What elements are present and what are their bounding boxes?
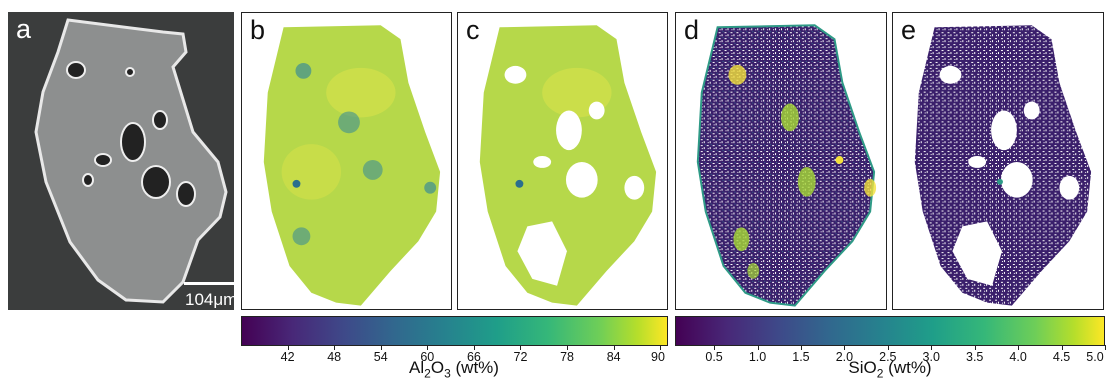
scale-bar-label: 104μm	[185, 290, 234, 309]
sio2-tick-label: 1.5	[792, 350, 810, 364]
panel-a-sem-image: a 104μm	[8, 12, 234, 310]
sio2-tick-mark	[1105, 345, 1106, 350]
sio2-colorbar-ticks: 0.5 1.0 1.5 2.0 2.5 3.0 3.5 4.0 4.5 5.0	[675, 345, 1106, 366]
al2o3-tick-label: 60	[420, 350, 435, 364]
sio2-tick-label: 5.0	[1086, 350, 1104, 364]
al2o3-tick-mark	[520, 345, 522, 350]
sio2-tick-mark	[714, 345, 716, 350]
sio2-tick-label: 2.5	[879, 350, 897, 364]
al2o3-tick-label: 84	[606, 350, 621, 364]
panel-c-al2o3-map-masked: c	[457, 12, 668, 310]
al2o3-colorbar	[241, 316, 668, 346]
sio2-tick-label: 0.5	[705, 350, 723, 364]
sio2-tick-label: 4.5	[1052, 350, 1071, 364]
sio2-tick-label: 2.0	[835, 350, 854, 364]
al2o3-masked-graphic	[479, 25, 657, 306]
sio2-map-graphic	[696, 24, 877, 307]
al2o3-tick-label: 48	[327, 350, 342, 364]
sio2-tick-mark	[931, 345, 933, 350]
sio2-tick-mark	[887, 345, 889, 350]
sio2-tick-mark	[1061, 345, 1063, 350]
al2o3-tick-mark	[287, 345, 289, 350]
sem-grain-graphic	[34, 18, 228, 304]
al2o3-tick-label: 72	[513, 350, 528, 364]
al2o3-tick-mark	[380, 345, 382, 350]
sio2-tick-mark	[1018, 345, 1020, 350]
al2o3-tick-mark	[427, 345, 429, 350]
sio2-tick-mark	[974, 345, 976, 350]
al2o3-colorbar-label: Al2O3 (wt%)	[409, 358, 499, 381]
al2o3-tick-label: 90	[651, 350, 665, 364]
al2o3-map-graphic	[263, 25, 441, 306]
scale-bar	[184, 282, 234, 285]
al2o3-tick-label: 42	[280, 350, 295, 364]
sio2-tick-mark	[844, 345, 846, 350]
sio2-masked-graphic	[914, 25, 1092, 306]
al2o3-tick-label: 54	[373, 350, 388, 364]
panel-e-sio2-map-masked: e	[892, 12, 1104, 310]
sio2-tick-label: 1.0	[748, 350, 767, 364]
al2o3-tick-mark	[567, 345, 569, 350]
al2o3-tick-mark	[473, 345, 475, 350]
panel-c-label: c	[466, 15, 480, 45]
sio2-tick-label: 4.0	[1009, 350, 1027, 364]
sio2-tick-label: 3.0	[922, 350, 940, 364]
sio2-tick-mark	[800, 345, 802, 350]
sio2-colorbar-label: SiO2 (wt%)	[848, 358, 932, 381]
panel-b-al2o3-map: b	[241, 12, 452, 310]
panel-b-label: b	[250, 15, 266, 45]
panel-d-sio2-map: d	[675, 12, 887, 310]
sio2-tick-label: 3.5	[965, 350, 984, 364]
panel-e-label: e	[901, 15, 917, 45]
al2o3-tick-mark	[660, 345, 662, 350]
sio2-tick-mark	[757, 345, 759, 350]
al2o3-tick-mark	[334, 345, 336, 350]
al2o3-tick-label: 78	[560, 350, 575, 364]
sio2-colorbar	[675, 316, 1105, 346]
al2o3-tick-label: 66	[466, 350, 481, 364]
al2o3-colorbar-ticks: 42 48 54 60 66 72 78 84 90	[241, 345, 668, 366]
al2o3-tick-mark	[613, 345, 615, 350]
panel-a-label: a	[16, 14, 32, 44]
panel-d-label: d	[684, 15, 700, 45]
